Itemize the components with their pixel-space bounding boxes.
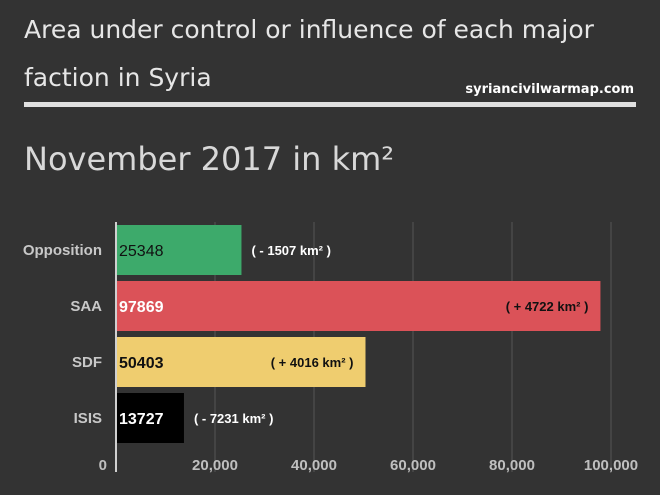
change-label: ( - 1507 km² ): [251, 243, 330, 258]
category-label: SDF: [72, 354, 102, 371]
bar: [116, 393, 184, 443]
bar: [116, 281, 601, 331]
change-label: ( - 7231 km² ): [194, 411, 273, 426]
change-label: ( + 4016 km² ): [271, 355, 354, 370]
chart-subtitle: November 2017 in km²: [24, 140, 395, 178]
bar: [116, 337, 366, 387]
x-tick-label: 100,000: [584, 457, 638, 474]
bar: [116, 225, 242, 275]
value-label: 50403: [119, 355, 164, 372]
x-tick-label: 60,000: [390, 457, 436, 474]
chart-title: Area under control or influence of each …: [24, 15, 594, 92]
category-label: Opposition: [23, 242, 102, 259]
x-tick-label: 20,000: [192, 457, 238, 474]
title-divider: [24, 102, 636, 107]
category-label: SAA: [70, 298, 102, 315]
value-label: 13727: [119, 411, 164, 428]
source-label: syriancivilwarmap.com: [465, 82, 634, 97]
x-tick-label: 0: [99, 457, 107, 474]
x-tick-label: 80,000: [489, 457, 535, 474]
x-tick-label: 40,000: [291, 457, 337, 474]
category-label: ISIS: [74, 410, 102, 427]
value-label: 97869: [119, 299, 164, 316]
change-label: ( + 4722 km² ): [506, 299, 589, 314]
value-label: 25348: [119, 243, 164, 260]
